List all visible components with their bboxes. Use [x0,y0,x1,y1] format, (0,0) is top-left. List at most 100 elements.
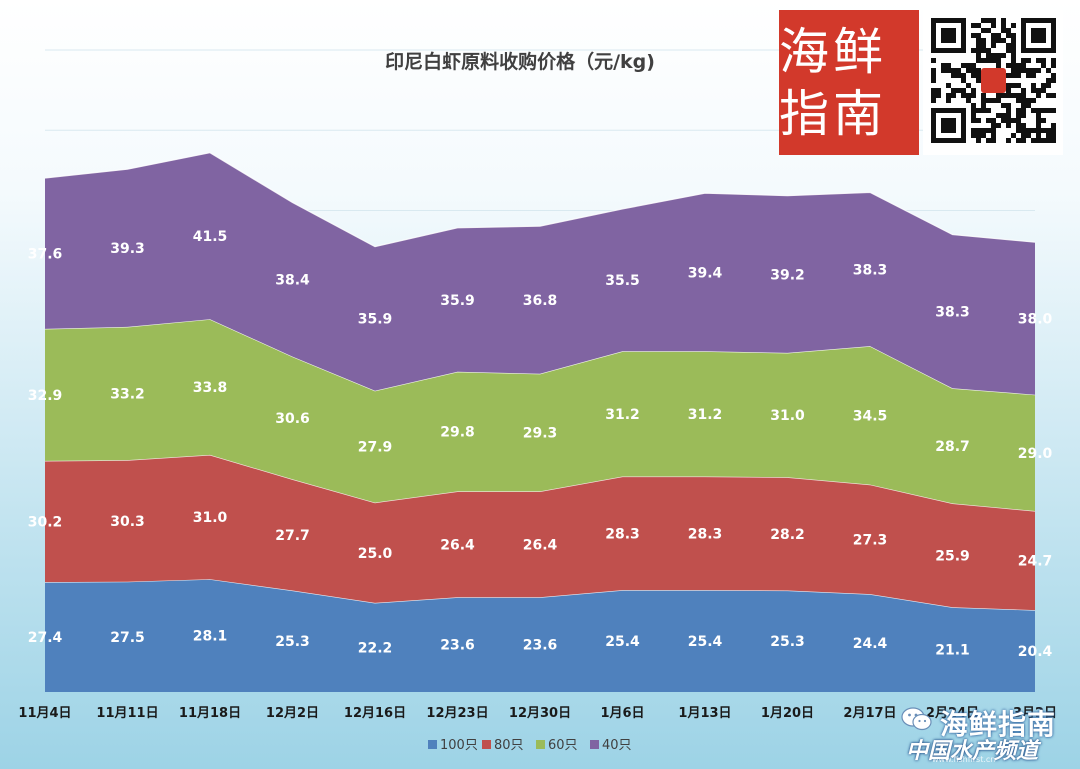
qr-module [1046,93,1051,98]
qr-module [931,68,936,73]
qr-module [1041,88,1046,93]
x-axis-ticks: 11月4日 11月11日 11月18日 12月2日 12月16日 12月23日 12月30日… [18,706,1057,721]
qr-module [1036,138,1041,143]
qr-module [1011,63,1016,68]
qr-module [976,138,981,143]
qr-module [1001,18,1006,23]
qr-module [946,93,951,98]
qr-module [1001,93,1006,98]
qr-module [971,68,976,73]
data-label: 38.3 [853,262,888,278]
qr-module [1016,123,1021,128]
data-label: 27.7 [275,528,310,544]
qr-module [1006,123,1011,128]
qr-module [986,128,991,133]
qr-module [1006,88,1011,93]
area-series-1 [45,579,1035,692]
data-label: 22.2 [358,640,393,656]
watermark-name: 海鲜指南 [940,708,1057,741]
qr-code-image [931,18,1056,143]
qr-module [1046,108,1051,113]
qr-module [986,118,991,123]
qr-module [971,128,976,133]
qr-module [1006,83,1011,88]
qr-module [991,98,996,103]
qr-module [1041,58,1046,63]
qr-finder-core [1031,28,1046,43]
qr-module [981,43,986,48]
qr-module [1006,48,1011,53]
qr-module [986,58,991,63]
qr-module [956,68,961,73]
data-label: 39.4 [688,265,723,281]
data-label: 39.3 [110,241,145,257]
data-label: 27.9 [358,440,393,456]
qr-module [971,48,976,53]
qr-module [1036,113,1041,118]
qr-module [991,53,996,58]
x-tick-label: 1月6日 [600,706,644,721]
qr-module [991,138,996,143]
data-label: 27.4 [28,630,63,646]
qr-module [1041,118,1046,123]
data-label: 34.5 [853,408,888,424]
data-label: 38.4 [275,273,310,289]
qr-module [1046,83,1051,88]
qr-module [1031,138,1036,143]
qr-module [1021,63,1026,68]
qr-module [1011,118,1016,123]
qr-module [1046,128,1051,133]
qr-module [1021,93,1026,98]
legend-label: 80只 [494,738,524,753]
qr-module [1006,43,1011,48]
data-label: 30.2 [28,514,63,530]
qr-module [1031,98,1036,103]
qr-module [1041,63,1046,68]
qr-module [961,88,966,93]
watermark-url: www.fishfirst.cn [932,755,996,764]
qr-module [986,18,991,23]
qr-module [1021,58,1026,63]
brand-logo: 海鲜指南 [779,10,919,155]
data-label: 27.5 [110,630,145,646]
qr-module [976,23,981,28]
qr-module [1001,53,1006,58]
data-label: 23.6 [440,638,475,654]
x-tick-label: 12月2日 [266,706,319,721]
data-label: 39.2 [770,267,805,283]
qr-module [996,63,1001,68]
qr-module [1036,123,1041,128]
qr-module [991,133,996,138]
qr-module [1021,98,1026,103]
qr-module [1011,33,1016,38]
legend-swatch [428,740,437,749]
qr-module [1051,123,1056,128]
qr-module [991,23,996,28]
qr-module [1001,113,1006,118]
data-label: 28.7 [935,439,970,455]
qr-module [951,93,956,98]
qr-module [1021,88,1026,93]
watermark-subtitle: 中国水产频道 [906,739,1039,764]
qr-module [996,93,1001,98]
qr-module [981,93,986,98]
qr-module [976,38,981,43]
x-tick-label: 12月30日 [509,706,571,721]
qr-module [941,68,946,73]
qr-module [931,73,936,78]
data-label: 25.3 [275,634,310,650]
qr-module [1036,88,1041,93]
qr-module [1011,93,1016,98]
qr-module [951,68,956,73]
qr-module [1011,83,1016,88]
qr-module [981,128,986,133]
qr-module [931,58,936,63]
qr-module [1046,68,1051,73]
qr-module [971,73,976,78]
data-label: 33.8 [193,380,228,396]
qr-module [1011,48,1016,53]
qr-module [981,108,986,113]
qr-module [991,33,996,38]
qr-module [991,43,996,48]
qr-module [1006,138,1011,143]
